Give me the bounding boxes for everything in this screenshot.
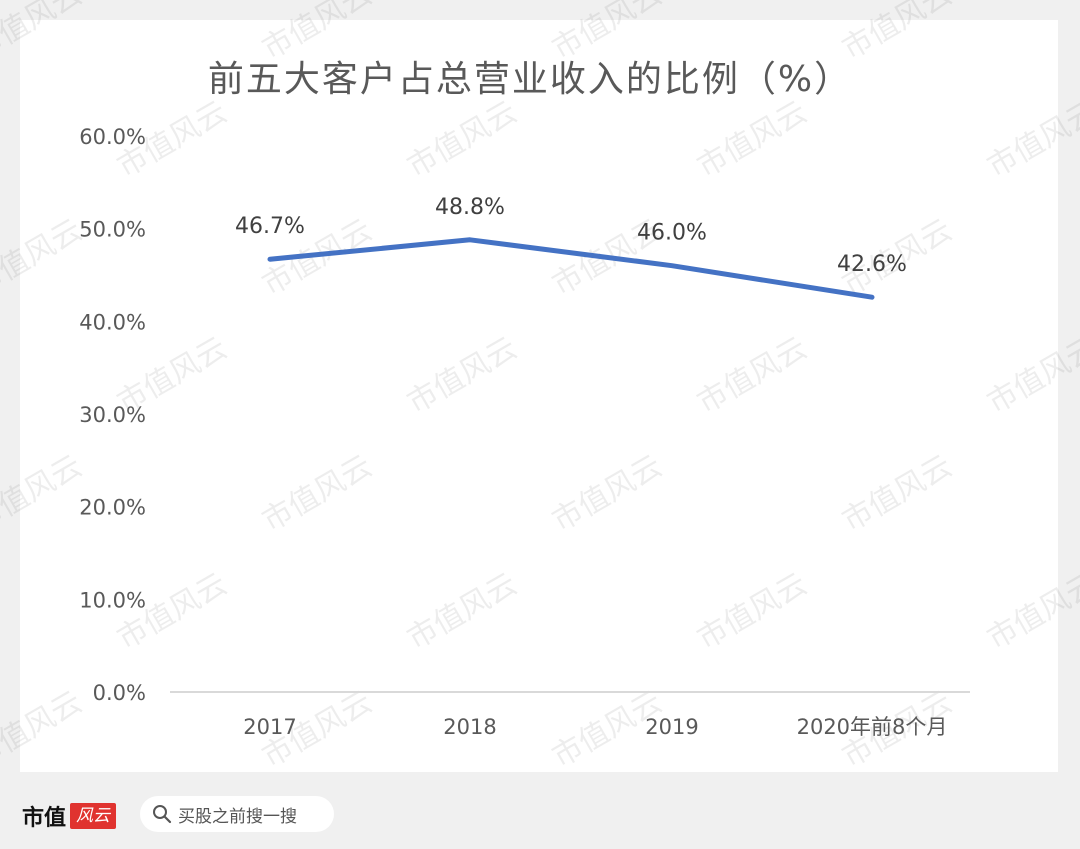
series-line — [267, 237, 875, 300]
data-label: 48.8% — [435, 195, 505, 220]
watermark-text: 市值风云 — [692, 567, 813, 657]
y-tick-label: 40.0% — [79, 310, 146, 334]
y-tick-label: 0.0% — [93, 681, 146, 705]
footer: 市值 风云 买股之前搜一搜 — [0, 772, 1080, 849]
chart-title: 前五大客户占总营业收入的比例（%） — [207, 59, 853, 100]
watermark-text: 市值风云 — [837, 449, 958, 539]
watermark-text: 市值风云 — [257, 449, 378, 539]
watermark-text: 市值风云 — [547, 449, 668, 539]
data-label: 46.7% — [235, 214, 305, 239]
watermark-text: 市值风云 — [982, 331, 1080, 421]
watermark-text: 市值风云 — [0, 685, 88, 772]
watermark-text: 市值风云 — [692, 95, 813, 185]
data-label: 42.6% — [837, 252, 907, 277]
y-tick-label: 50.0% — [79, 218, 146, 242]
watermark-text: 市值风云 — [692, 331, 813, 421]
x-axis: 2017 2018 2019 2020年前8个月 — [243, 715, 947, 739]
data-label: 46.0% — [637, 221, 707, 246]
watermark-text: 市值风云 — [0, 449, 88, 539]
search-box[interactable]: 买股之前搜一搜 — [140, 796, 334, 832]
x-tick-label: 2019 — [645, 715, 698, 739]
y-tick-label: 10.0% — [79, 588, 146, 612]
x-tick-label: 2018 — [443, 715, 496, 739]
y-axis: 0.0% 10.0% 20.0% 30.0% 40.0% 50.0% 60.0% — [79, 125, 146, 705]
x-tick-label: 2020年前8个月 — [797, 715, 948, 739]
y-tick-label: 20.0% — [79, 496, 146, 520]
brand-seal: 风云 — [70, 803, 117, 829]
watermark-text: 市值风云 — [0, 213, 88, 303]
x-tick-label: 2017 — [243, 715, 296, 739]
magnifier-icon — [153, 805, 172, 824]
watermark-text: 市值风云 — [982, 95, 1080, 185]
chart-card — [20, 20, 1058, 772]
watermark-text: 市值风云 — [982, 567, 1080, 657]
watermark-text: 市值风云 — [402, 95, 523, 185]
brand-logo: 市值 风云 — [22, 800, 117, 832]
brand-text: 市值 — [22, 805, 67, 831]
watermark-text: 市值风云 — [402, 331, 523, 421]
watermark-text: 市值风云 — [402, 567, 523, 657]
y-tick-label: 60.0% — [79, 125, 146, 149]
search-text: 买股之前搜一搜 — [178, 806, 297, 827]
data-labels: 46.7% 48.8% 46.0% 42.6% — [235, 195, 907, 277]
y-tick-label: 30.0% — [79, 403, 146, 427]
